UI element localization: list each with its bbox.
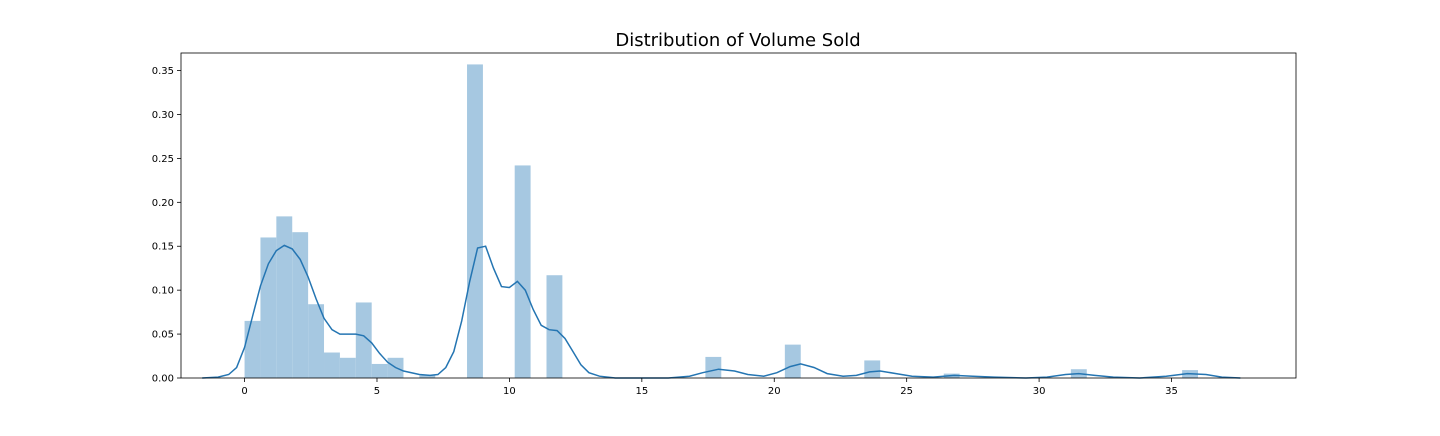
y-tick-label: 0.25 xyxy=(152,154,174,165)
x-tick-label: 0 xyxy=(241,386,247,397)
histogram-bar xyxy=(705,356,722,378)
x-tick-label: 10 xyxy=(503,386,516,397)
x-tick-label: 15 xyxy=(635,386,648,397)
histogram-bar xyxy=(308,304,325,378)
histogram-bar xyxy=(355,302,372,378)
histogram-bar xyxy=(546,275,563,378)
y-tick-label: 0.10 xyxy=(152,286,174,297)
y-tick-label: 0.05 xyxy=(152,330,174,341)
x-tick-label: 30 xyxy=(1033,386,1046,397)
y-tick-label: 0.20 xyxy=(152,198,174,209)
histogram-bar xyxy=(864,360,881,378)
x-tick-label: 5 xyxy=(374,386,380,397)
histogram-bar xyxy=(371,363,388,378)
y-tick-label: 0.00 xyxy=(152,374,174,385)
histogram-bar xyxy=(276,216,293,378)
histogram-bar xyxy=(514,165,531,378)
kde-curve xyxy=(202,244,1241,379)
x-tick-label: 35 xyxy=(1165,386,1178,397)
histogram-bars xyxy=(244,64,1199,379)
histogram-bar xyxy=(467,64,483,379)
histogram-bar xyxy=(292,232,309,378)
y-tick-label: 0.15 xyxy=(152,242,174,253)
y-tick-label: 0.35 xyxy=(152,66,174,77)
y-tick-label: 0.30 xyxy=(152,110,174,121)
histogram-bar xyxy=(324,352,340,378)
histogram-bar xyxy=(339,357,356,378)
histogram-bar xyxy=(244,320,261,378)
x-tick-label: 25 xyxy=(900,386,913,397)
histogram-bar xyxy=(784,344,801,378)
axes: 0 5 10 15 20 25 30 35 0.00 0.05 0.10 0.15 0.20 0.25 0.… xyxy=(152,52,1297,397)
plot-frame xyxy=(180,52,1297,379)
chart-title: Distribution of Volume Sold xyxy=(615,30,860,51)
histogram-bar xyxy=(260,237,277,378)
histogram-bar xyxy=(419,375,436,378)
x-tick-label: 20 xyxy=(768,386,781,397)
